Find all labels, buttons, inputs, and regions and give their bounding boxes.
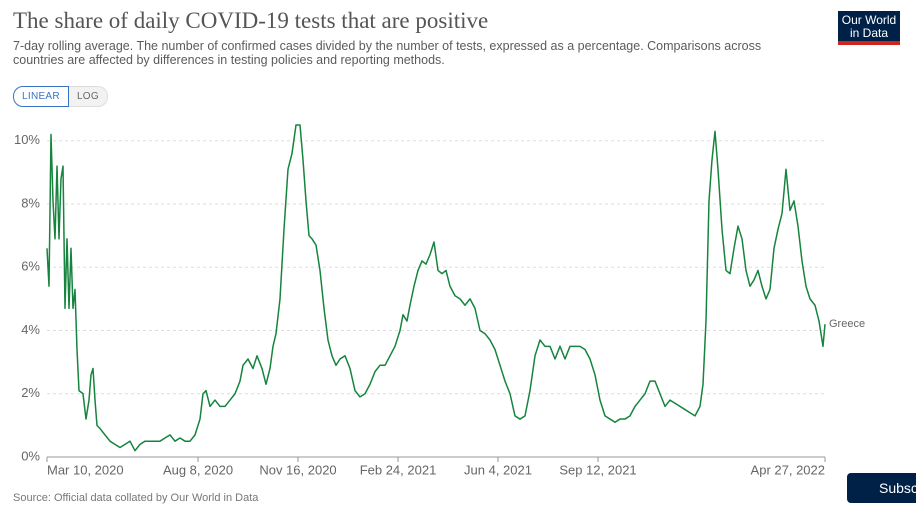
line bbox=[46, 124, 826, 452]
logo-bar bbox=[838, 41, 900, 45]
y-tick-label: 2% bbox=[21, 385, 40, 400]
subscribe-button[interactable]: Subscribe bbox=[847, 473, 916, 503]
subscribe-clip: Subscribe bbox=[847, 473, 916, 503]
y-tick-label: 6% bbox=[21, 259, 40, 274]
y-tick-label: 0% bbox=[21, 448, 40, 463]
x-tick-label: Apr 27, 2022 bbox=[751, 462, 825, 477]
x-tick-label: Mar 10, 2020 bbox=[47, 462, 124, 477]
x-tick-label: Sep 12, 2021 bbox=[559, 462, 636, 477]
logo-text: Our World bbox=[841, 13, 897, 27]
linear-button[interactable]: LINEAR bbox=[13, 86, 69, 107]
x-tick-label: Feb 24, 2021 bbox=[360, 462, 437, 477]
logo[interactable]: Our World in Data bbox=[838, 11, 900, 41]
y-tick-label: 10% bbox=[14, 132, 40, 147]
y-tick-label: 8% bbox=[21, 195, 40, 210]
chart-title: The share of daily COVID-19 tests that a… bbox=[13, 8, 489, 33]
x-tick-label: Nov 16, 2020 bbox=[259, 462, 336, 477]
log-button[interactable]: LOG bbox=[68, 86, 108, 107]
scale-toggle: LINEAR LOG bbox=[13, 86, 108, 107]
y-tick-label: 4% bbox=[21, 322, 40, 337]
series-label: Greece bbox=[829, 318, 865, 330]
chart-subtitle: 7-day rolling average. The number of con… bbox=[13, 39, 762, 67]
source: Source: Official data collated by Our Wo… bbox=[13, 492, 259, 504]
logo-text: in Data bbox=[849, 26, 889, 40]
x-tick-label: Aug 8, 2020 bbox=[163, 462, 233, 477]
x-tick-label: Jun 4, 2021 bbox=[464, 462, 532, 477]
